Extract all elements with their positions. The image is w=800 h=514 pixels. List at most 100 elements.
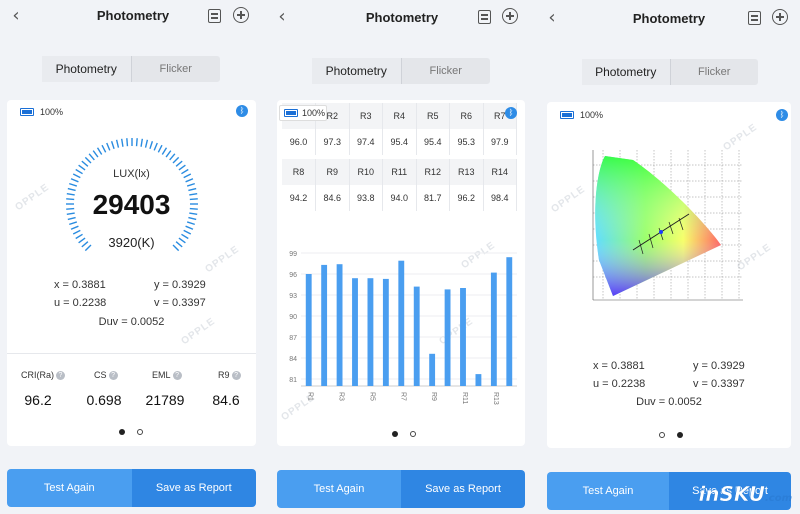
tab-photometry[interactable]: Photometry: [312, 58, 402, 84]
x-tick-label: R9: [430, 392, 437, 401]
ri-value: 81.7: [416, 185, 450, 211]
ri-value: 94.2: [282, 185, 316, 211]
page-title: Photometry: [632, 11, 706, 26]
help-icon[interactable]: ?: [172, 371, 182, 381]
y-tick-label: 99: [289, 251, 297, 258]
v-coordinate: v = 0.3397: [693, 378, 745, 390]
ri-value: 94.0: [382, 185, 417, 211]
gauge-tick: [66, 207, 75, 210]
header: ‹ Photometry: [538, 0, 800, 36]
y-coordinate: y = 0.3929: [154, 279, 206, 291]
gauge-tick: [188, 216, 197, 221]
y-tick-label: 96: [289, 272, 297, 279]
gauge-tick: [96, 147, 103, 155]
save-report-button[interactable]: Save as Report: [401, 470, 525, 508]
ri-head: R4: [382, 103, 417, 129]
v-coordinate: v = 0.3397: [154, 297, 206, 309]
back-icon[interactable]: ‹: [12, 5, 20, 26]
metric-value-cs: 0.698: [86, 392, 122, 408]
add-icon[interactable]: [772, 9, 788, 25]
gauge-tick: [106, 142, 111, 151]
ri-value: 96.0: [282, 129, 316, 155]
gauge-tick: [126, 138, 129, 147]
action-bar: Test Again Save as Report: [277, 470, 525, 508]
back-icon[interactable]: ‹: [548, 7, 556, 28]
tab-flicker[interactable]: Flicker: [429, 65, 462, 77]
bar-r10: [444, 289, 451, 386]
tab-flicker[interactable]: Flicker: [159, 63, 192, 75]
gauge-tick: [81, 160, 89, 167]
battery-icon: [284, 109, 298, 117]
ri-value: 95.4: [382, 129, 417, 155]
bar-r9: [429, 353, 436, 386]
document-icon[interactable]: [748, 11, 761, 25]
page-indicator-active[interactable]: [677, 432, 683, 438]
page-title: Photometry: [96, 8, 170, 23]
u-coordinate: u = 0.2238: [54, 297, 107, 309]
gauge-tick: [175, 241, 183, 248]
gauge-tick: [101, 144, 107, 153]
gauge-tick: [81, 241, 89, 248]
ri-table-row-1: R1 R2 R3 R4 R5 R6 R7 96.0 97.3 97.4 95.4…: [282, 103, 517, 155]
bar-r7: [398, 260, 405, 386]
gauge-tick: [120, 138, 124, 147]
cct-value: 3920(K): [108, 235, 155, 250]
page-indicator-active[interactable]: [392, 431, 398, 437]
save-report-button[interactable]: Save as Report: [131, 469, 256, 507]
gauge-tick: [84, 244, 92, 252]
bar-r14: [506, 257, 513, 386]
gauge-tick: [92, 150, 99, 158]
bar-r4: [352, 278, 358, 386]
page-indicator[interactable]: [659, 432, 665, 438]
ri-value: 98.4: [483, 185, 517, 211]
back-icon[interactable]: ‹: [278, 6, 286, 27]
tab-photometry[interactable]: Photometry: [42, 56, 132, 82]
test-again-button[interactable]: Test Again: [277, 470, 401, 508]
help-icon[interactable]: ?: [231, 371, 241, 381]
metric-label-cri: CRI(Ra)?: [21, 370, 65, 381]
add-icon[interactable]: [502, 8, 518, 24]
help-icon[interactable]: ?: [56, 371, 65, 381]
gauge-tick: [149, 141, 154, 150]
page-indicator[interactable]: [410, 431, 416, 437]
ri-head: R13: [449, 159, 484, 185]
ri-value: 95.3: [449, 129, 484, 155]
gauge-tick: [115, 139, 120, 148]
bar-r5: [367, 278, 374, 386]
battery-level: 100%: [580, 110, 604, 120]
tab-flicker[interactable]: Flicker: [698, 66, 731, 78]
battery-level: 100%: [302, 108, 326, 118]
ri-head: R10: [349, 159, 383, 185]
test-again-button[interactable]: Test Again: [7, 469, 132, 507]
gauge-tick: [172, 156, 180, 164]
tab-photometry[interactable]: Photometry: [582, 59, 671, 85]
gauge-tick: [181, 233, 189, 240]
gauge-tick: [135, 138, 138, 147]
help-icon[interactable]: ?: [108, 371, 118, 381]
header: ‹ Photometry: [266, 0, 538, 36]
ri-head: R5: [416, 103, 450, 129]
ri-value: 97.3: [315, 129, 350, 155]
metric-value-r9: 84.6: [212, 392, 240, 408]
battery-level: 100%: [40, 107, 64, 117]
page-indicator-active[interactable]: [119, 429, 125, 435]
document-icon[interactable]: [208, 9, 221, 23]
y-tick-label: 81: [289, 377, 297, 384]
gauge-tick: [185, 225, 194, 230]
bar-r8: [413, 286, 420, 386]
bluetooth-icon: ᛒ: [236, 105, 248, 117]
add-icon[interactable]: [233, 7, 249, 23]
document-icon[interactable]: [478, 10, 491, 24]
save-report-button[interactable]: Save as Report: [669, 472, 791, 510]
gauge-tick: [70, 225, 79, 230]
page-indicator[interactable]: [137, 429, 143, 435]
gauge-tick: [69, 182, 78, 187]
ri-value: 95.4: [416, 129, 450, 155]
lux-gauge: [66, 138, 198, 252]
mode-switch: Photometry Flicker: [312, 58, 490, 84]
x-coordinate: x = 0.3881: [54, 279, 106, 291]
test-again-button[interactable]: Test Again: [547, 472, 669, 510]
bar-r6: [382, 278, 389, 386]
ri-head: R9: [315, 159, 350, 185]
gauge-tick: [69, 221, 78, 226]
